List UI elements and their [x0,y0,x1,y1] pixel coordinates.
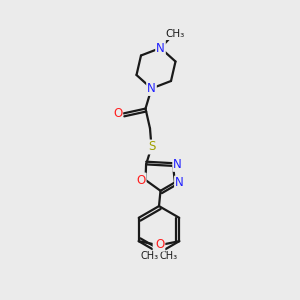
Text: CH₃: CH₃ [160,251,178,261]
Text: N: N [156,41,165,55]
Text: CH₃: CH₃ [140,251,158,261]
Text: N: N [147,82,156,95]
Text: O: O [155,238,164,251]
Text: O: O [136,173,146,187]
Text: N: N [175,176,184,190]
Text: O: O [154,238,163,251]
Text: CH₃: CH₃ [165,29,184,39]
Text: O: O [113,107,122,120]
Text: N: N [173,158,182,171]
Text: S: S [148,140,155,154]
